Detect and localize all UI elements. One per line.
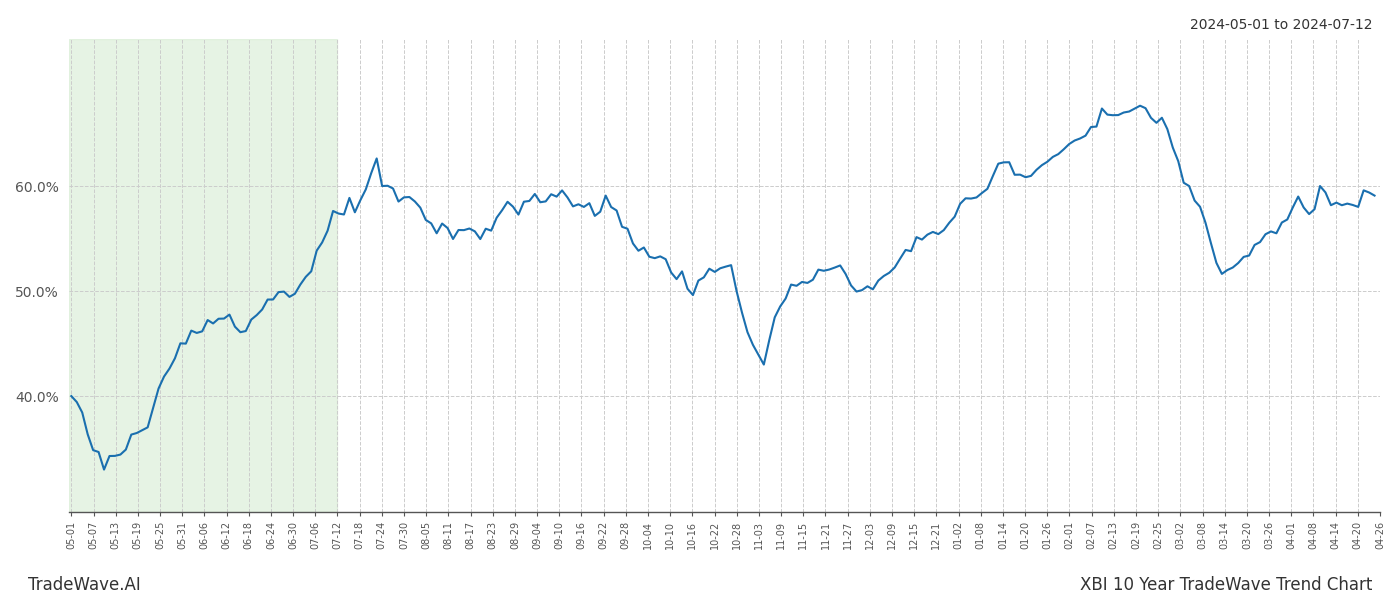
Text: TradeWave.AI: TradeWave.AI (28, 576, 141, 594)
Text: XBI 10 Year TradeWave Trend Chart: XBI 10 Year TradeWave Trend Chart (1079, 576, 1372, 594)
Bar (69, 39, 337, 512)
Text: 2024-05-01 to 2024-07-12: 2024-05-01 to 2024-07-12 (1190, 18, 1372, 32)
